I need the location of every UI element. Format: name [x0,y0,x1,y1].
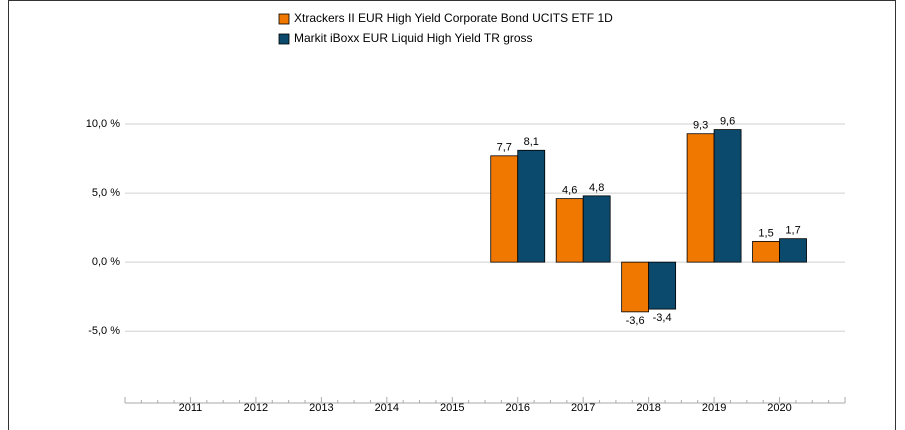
bar [686,133,715,263]
bar [752,241,780,263]
x-tick-label: 2011 [179,402,203,414]
legend-swatch [278,33,290,45]
data-label: 7,7 [497,142,512,154]
data-label: 8,1 [524,136,539,148]
x-tick-label: 2013 [309,402,333,414]
legend-label: Xtrackers II EUR High Yield Corporate Bo… [294,11,613,25]
data-label: -3,4 [653,312,672,324]
data-label: 4,6 [562,185,577,197]
bar [713,129,742,263]
chart-frame [8,0,896,430]
bar [517,149,546,263]
x-tick-label: 2017 [571,402,595,414]
x-tick-label: 2020 [767,402,791,414]
data-label: 1,5 [758,227,773,239]
x-tick-label: 2016 [505,402,529,414]
x-tick-label: 2018 [636,402,660,414]
bar [621,261,650,313]
y-tick-label: 10,0 % [86,118,120,130]
data-label: -3,6 [626,315,645,327]
bar [779,238,807,263]
bar [555,198,584,263]
data-label: 1,7 [785,225,800,237]
x-tick-label: 2019 [702,402,726,414]
legend-label: Markit iBoxx EUR Liquid High Yield TR gr… [294,31,533,45]
x-tick-label: 2015 [440,402,464,414]
y-tick-label: -5,0 % [88,325,120,337]
x-tick-label: 2014 [375,402,399,414]
y-tick-label: 5,0 % [92,187,120,199]
bar [490,155,519,263]
y-tick-label: 0,0 % [92,256,120,268]
data-label: 4,8 [589,182,604,194]
x-tick-label: 2012 [244,402,268,414]
data-label: 9,3 [693,120,708,132]
legend-swatch [278,13,290,25]
data-label: 9,6 [720,115,735,127]
bar [582,195,611,263]
bar [648,261,677,310]
